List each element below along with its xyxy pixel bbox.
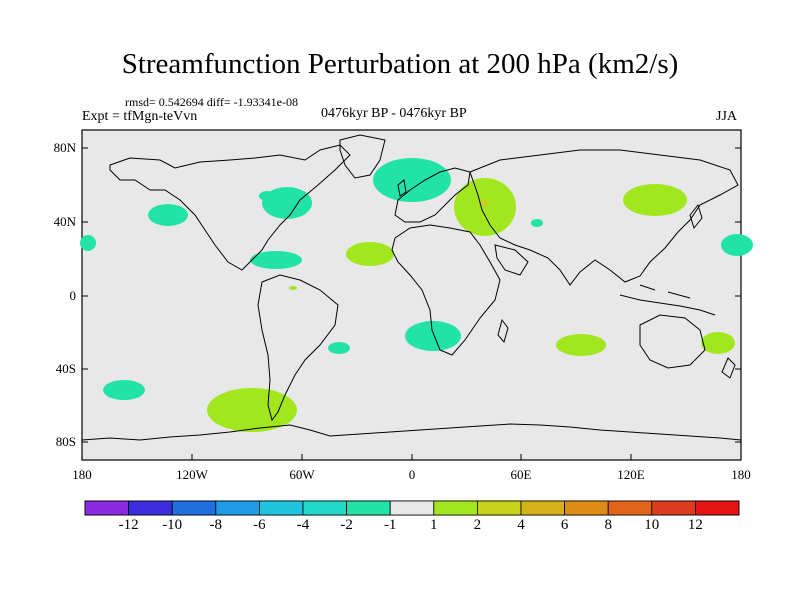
plot-title: Streamfunction Perturbation at 200 hPa (… xyxy=(121,48,679,80)
coastline-indonesia xyxy=(619,284,716,316)
colorbar-swatch xyxy=(433,500,478,516)
colorbar-label: -6 xyxy=(253,517,266,533)
y-tick-label: 80S xyxy=(55,434,76,449)
anomaly-blob xyxy=(346,242,394,266)
coastline-antarctica xyxy=(81,423,742,441)
colorbar-label: 4 xyxy=(517,517,525,533)
coastline-australia xyxy=(639,314,706,369)
colorbar-label: -4 xyxy=(296,517,310,533)
coastline-japan xyxy=(689,203,703,230)
anomaly-blob xyxy=(289,286,297,290)
colorbar-label: -10 xyxy=(162,517,183,533)
colorbar-label: 12 xyxy=(687,517,703,533)
period-label: 0476kyr BP - 0476kyr BP xyxy=(321,106,467,121)
colorbar-swatch xyxy=(346,500,391,516)
anomaly-blob xyxy=(721,234,753,256)
coastline-africa xyxy=(391,224,501,356)
colorbar-swatch xyxy=(389,500,435,516)
anomaly-blob xyxy=(454,178,516,236)
x-tick-label: 120W xyxy=(176,467,208,482)
colorbar-swatch xyxy=(171,500,217,516)
colorbar-label: 1 xyxy=(430,517,438,533)
coastline-new-zealand xyxy=(721,357,736,379)
experiment-label: Expt = tfMgn-teVvn xyxy=(82,109,198,124)
colorbar-label: 10 xyxy=(644,517,660,533)
y-tick-label: 40N xyxy=(53,214,76,229)
colorbar-swatch xyxy=(520,500,565,516)
stats-label: rmsd= 0.542694 diff= -1.93341e-08 xyxy=(125,95,298,109)
anomaly-blob xyxy=(701,332,735,354)
y-tick-label: 80N xyxy=(53,140,76,155)
x-tick-label: 60E xyxy=(510,467,532,482)
coastline-asia xyxy=(469,149,739,286)
colorbar-swatch xyxy=(695,500,740,516)
anomaly-blob xyxy=(556,334,606,356)
colorbar xyxy=(84,500,740,516)
colorbar-swatch xyxy=(564,500,609,516)
coastline-british-isles xyxy=(397,179,407,197)
season-label: JJA xyxy=(716,109,738,124)
x-tick-label: 0 xyxy=(408,467,416,482)
anomaly-blob xyxy=(103,380,145,400)
axis-ticks xyxy=(81,147,742,460)
colorbar-swatch xyxy=(651,500,696,516)
colorbar-label: 6 xyxy=(560,517,569,533)
y-tick-label: 0 xyxy=(69,288,77,303)
anomaly-blob xyxy=(259,191,275,201)
coastline-greenland xyxy=(339,134,386,179)
x-tick-label: 120E xyxy=(617,467,645,482)
coastline-south-america xyxy=(257,274,339,422)
colorbar-label: -1 xyxy=(383,517,397,533)
anomaly-blob xyxy=(207,388,297,432)
coastlines xyxy=(81,134,742,441)
colorbar-label: -8 xyxy=(209,517,223,533)
x-tick-label: 60W xyxy=(289,467,315,482)
colorbar-swatch xyxy=(84,500,129,516)
anomaly-blob xyxy=(405,321,461,351)
anomaly-blob xyxy=(373,158,451,202)
anomaly-blob xyxy=(80,235,96,251)
colorbar-swatch xyxy=(128,500,173,516)
anomaly-blob xyxy=(328,342,350,354)
anomaly-blob xyxy=(623,184,687,216)
anomaly-blob xyxy=(250,251,302,269)
anomaly-blob xyxy=(148,204,188,226)
coastline-north-america xyxy=(109,144,351,271)
colorbar-label: 8 xyxy=(604,517,612,533)
coastline-arabia xyxy=(494,244,529,276)
x-tick-label: 180 xyxy=(72,467,92,482)
colorbar-label: -2 xyxy=(340,517,353,533)
coastline-madagascar xyxy=(497,318,509,344)
colorbar-label: 2 xyxy=(473,517,482,533)
colorbar-swatch xyxy=(258,500,304,516)
colorbar-swatch xyxy=(302,500,347,516)
colorbar-swatch xyxy=(215,500,260,516)
x-tick-label: 180 xyxy=(731,467,751,482)
colorbar-swatch xyxy=(607,500,653,516)
contour-fills xyxy=(80,158,753,432)
colorbar-label: -12 xyxy=(118,517,139,533)
anomaly-blob xyxy=(531,219,543,227)
colorbar-swatch xyxy=(476,500,522,516)
coastline-europe xyxy=(394,167,471,223)
y-tick-label: 40S xyxy=(55,361,76,376)
